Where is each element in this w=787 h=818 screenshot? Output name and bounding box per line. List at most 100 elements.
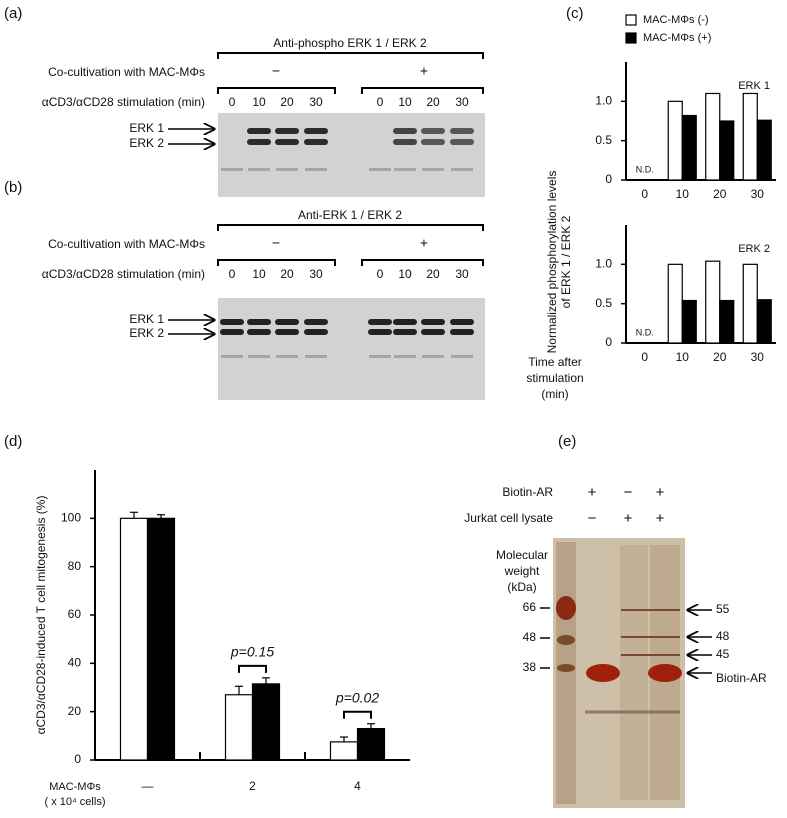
bracket	[217, 52, 484, 59]
band	[450, 128, 474, 134]
row-label: αCD3/αCD28 stimulation (min)	[42, 95, 205, 109]
x-tick-label: 30	[751, 350, 765, 364]
bar	[681, 114, 697, 181]
bar	[224, 694, 254, 761]
lane-label: 0	[229, 95, 236, 109]
band	[275, 329, 299, 335]
bracket	[217, 224, 484, 231]
bar	[251, 683, 281, 761]
band-label: ERK 2	[129, 136, 164, 150]
legend-label: MAC-MΦs (+)	[643, 32, 711, 44]
lane-label: 30	[309, 95, 323, 109]
annotation: N.D.	[636, 327, 654, 337]
panel-label: (e)	[558, 433, 576, 450]
x-tick-label: 0	[641, 187, 648, 201]
band	[304, 319, 328, 325]
bar	[329, 741, 359, 761]
significance-bracket	[343, 710, 372, 719]
band	[422, 168, 444, 171]
bracket	[361, 259, 484, 266]
panel-label: (d)	[4, 433, 22, 450]
panel-label: (c)	[566, 5, 584, 22]
band	[422, 355, 444, 358]
bar	[667, 263, 683, 344]
lane-label: 10	[398, 95, 412, 109]
y-axis-label: of ERK 1 / ERK 2	[559, 215, 573, 308]
marker-title: Molecular	[496, 548, 548, 562]
x-tick-label: 20	[713, 350, 727, 364]
bar	[119, 517, 149, 761]
group-label: −	[272, 63, 280, 79]
band	[304, 139, 328, 145]
marker-label: 38	[523, 660, 537, 674]
blot	[218, 298, 485, 400]
marker-title: (kDa)	[507, 580, 536, 594]
lane-label: 20	[426, 95, 440, 109]
lane-label: 20	[280, 267, 294, 281]
x-axis-label: stimulation	[526, 371, 583, 385]
marker-title: weight	[504, 564, 540, 578]
band	[451, 355, 473, 358]
row-label: Co-cultivation with MAC-MΦs	[48, 65, 205, 79]
x-tick-label: 2	[249, 779, 256, 793]
band	[247, 319, 271, 325]
band	[247, 128, 271, 134]
band	[305, 355, 327, 358]
annotation: p=0.15	[230, 644, 274, 660]
band	[248, 168, 270, 171]
lane-sign: +	[656, 510, 665, 527]
band	[275, 128, 299, 134]
y-tick-label: 0.5	[595, 133, 612, 147]
band	[394, 355, 416, 358]
x-axis-label: ( x 10⁴ cells)	[45, 796, 106, 808]
band	[421, 139, 445, 145]
band	[276, 168, 298, 171]
y-tick-label: 1.0	[595, 94, 612, 108]
bar	[356, 727, 386, 761]
legend-label: MAC-MΦs (-)	[643, 14, 709, 26]
y-tick-label: 0	[605, 335, 612, 349]
lane-label: 10	[252, 95, 266, 109]
bar	[742, 263, 758, 344]
blot-title: Anti-phospho ERK 1 / ERK 2	[273, 36, 427, 50]
gel-image	[553, 538, 685, 808]
lane-label: 20	[426, 267, 440, 281]
y-axis-label: Normalized phosphorylation levels	[545, 171, 559, 354]
y-tick-label: 1.0	[595, 257, 612, 271]
bar	[705, 92, 721, 181]
x-axis-label: (min)	[541, 387, 568, 401]
x-axis-label: MAC-MΦs	[49, 781, 101, 793]
band	[304, 329, 328, 335]
band	[247, 329, 271, 335]
band	[275, 139, 299, 145]
band	[393, 319, 417, 325]
lane-label: 0	[229, 267, 236, 281]
y-tick-label: 0	[605, 172, 612, 186]
band-label: 45	[716, 647, 730, 661]
bar	[667, 100, 683, 181]
band	[369, 355, 391, 358]
band	[393, 139, 417, 145]
significance-bracket	[238, 664, 267, 673]
lane-sign: +	[656, 484, 665, 501]
bar	[719, 299, 735, 344]
group-label: +	[420, 63, 428, 79]
lane-label: 30	[455, 267, 469, 281]
band	[421, 128, 445, 134]
lane-label: 10	[398, 267, 412, 281]
band-label: ERK 1	[129, 312, 164, 326]
row-label: Biotin-AR	[502, 485, 553, 499]
bracket	[361, 87, 484, 94]
marker-label: 66	[523, 600, 537, 614]
y-tick-label: 0	[74, 752, 81, 766]
lane-label: 20	[280, 95, 294, 109]
chart-title: ERK 1	[738, 80, 770, 92]
lane-label: 30	[309, 267, 323, 281]
band	[421, 319, 445, 325]
y-tick-label: 40	[68, 656, 82, 670]
band	[421, 329, 445, 335]
band	[220, 329, 244, 335]
legend-swatch	[625, 14, 637, 26]
band-label: Biotin-AR	[716, 671, 767, 685]
bracket	[217, 87, 336, 94]
